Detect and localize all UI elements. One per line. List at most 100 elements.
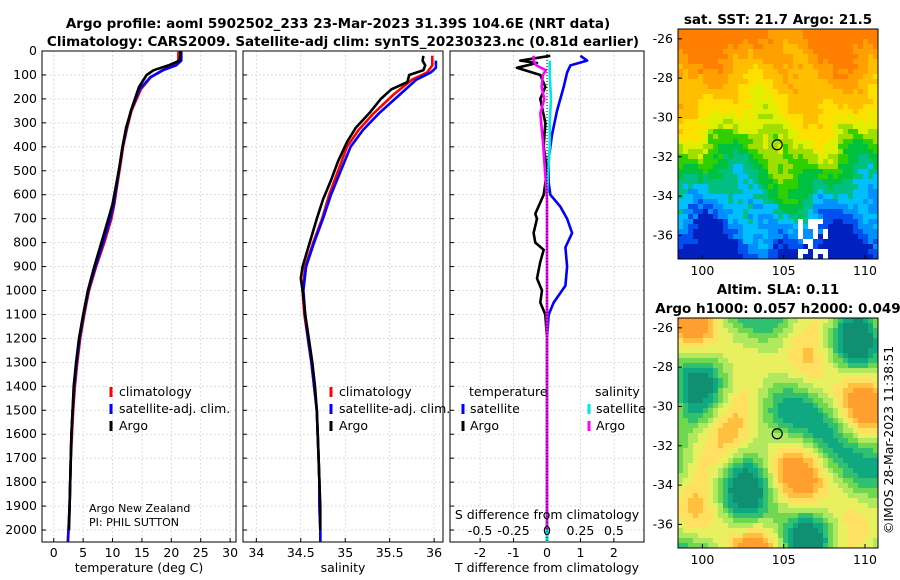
heatmap-cell — [718, 488, 724, 494]
heatmap-cell — [788, 333, 794, 339]
heatmap-cell — [763, 104, 769, 110]
heatmap-cell — [713, 363, 719, 369]
heatmap-cell — [803, 518, 809, 524]
heatmap-cell — [858, 229, 864, 235]
heatmap-cell — [773, 323, 779, 329]
heatmap-cell — [833, 69, 839, 75]
heatmap-cell — [783, 323, 789, 329]
heatmap-cell — [748, 59, 754, 65]
heatmap-cell — [818, 149, 824, 155]
heatmap-cell — [698, 49, 704, 55]
heatmap-cell — [768, 453, 774, 459]
heatmap-cell — [748, 64, 754, 70]
heatmap-cell — [773, 234, 779, 240]
heatmap-cell — [863, 528, 869, 534]
heatmap-cell — [873, 518, 878, 524]
heatmap-cell — [783, 383, 789, 389]
heatmap-cell — [763, 184, 769, 190]
heatmap-cell — [748, 109, 754, 115]
heatmap-cell — [743, 124, 749, 130]
heatmap-cell — [803, 249, 809, 255]
heatmap-cell — [693, 438, 699, 444]
heatmap-cell — [788, 393, 794, 399]
heatmap-cell — [843, 149, 849, 155]
heatmap-cell — [688, 239, 694, 245]
heatmap-cell — [873, 124, 878, 130]
heatmap-cell — [793, 114, 799, 120]
heatmap-cell — [753, 508, 759, 514]
heatmap-cell — [773, 84, 779, 90]
heatmap-cell — [778, 423, 784, 429]
heatmap-cell — [743, 49, 749, 55]
heatmap-cell — [788, 229, 794, 235]
heatmap-cell — [803, 119, 809, 125]
heatmap-cell — [758, 99, 764, 105]
heatmap-cell — [763, 229, 769, 235]
heatmap-cell — [868, 34, 874, 40]
heatmap-cell — [773, 69, 779, 75]
heatmap-cell — [693, 64, 699, 70]
heatmap-cell — [838, 478, 844, 484]
heatmap-cell — [793, 44, 799, 50]
heatmap-cell — [698, 249, 704, 255]
heatmap-cell — [728, 473, 734, 479]
heatmap-cell — [833, 503, 839, 509]
heatmap-cell — [778, 373, 784, 379]
heatmap-cell — [678, 463, 684, 469]
heatmap-cell — [763, 483, 769, 489]
heatmap-cell — [808, 388, 814, 394]
heatmap-cell — [678, 189, 684, 195]
heatmap-cell — [868, 159, 874, 165]
heatmap-cell — [688, 224, 694, 230]
heatmap-cell — [823, 323, 829, 329]
heatmap-cell — [753, 418, 759, 424]
heatmap-cell — [743, 104, 749, 110]
heatmap-cell — [683, 169, 689, 175]
heatmap-cell — [838, 498, 844, 504]
heatmap-cell — [713, 224, 719, 230]
heatmap-cell — [713, 418, 719, 424]
heatmap-cell — [768, 378, 774, 384]
heatmap-cell — [848, 239, 854, 245]
heatmap-cell — [708, 333, 714, 339]
heatmap-cell — [753, 343, 759, 349]
heatmap-cell — [818, 368, 824, 374]
heatmap-cell — [728, 224, 734, 230]
heatmap-cell — [808, 448, 814, 454]
heatmap-cell — [733, 318, 739, 324]
heatmap-cell — [868, 184, 874, 190]
heatmap-cell — [783, 518, 789, 524]
heatmap-cell — [818, 543, 824, 548]
heatmap-cell — [873, 144, 878, 150]
heatmap-cell — [738, 139, 744, 145]
heatmap-cell — [703, 508, 709, 514]
heatmap-cell — [678, 318, 684, 324]
heatmap-cell — [708, 164, 714, 170]
heatmap-cell — [853, 323, 859, 329]
y-tick-label: 300 — [13, 115, 37, 130]
heatmap-cell — [683, 164, 689, 170]
heatmap-cell — [778, 453, 784, 459]
heatmap-cell — [773, 54, 779, 60]
heatmap-cell — [738, 254, 744, 259]
heatmap-cell — [793, 199, 799, 205]
heatmap-cell — [688, 129, 694, 135]
heatmap-cell — [678, 169, 684, 175]
heatmap-cell — [743, 129, 749, 135]
heatmap-cell — [738, 513, 744, 519]
heatmap-cell — [853, 249, 859, 255]
heatmap-cell — [798, 39, 804, 45]
heatmap-cell — [788, 498, 794, 504]
heatmap-cell — [803, 239, 809, 245]
heatmap-cell — [753, 518, 759, 524]
heatmap-cell — [718, 134, 724, 140]
heatmap-cell — [863, 154, 869, 160]
heatmap-cell — [773, 94, 779, 100]
heatmap-cell — [833, 403, 839, 409]
heatmap-cell — [778, 468, 784, 474]
heatmap-cell — [793, 413, 799, 419]
heatmap-cell — [778, 159, 784, 165]
heatmap-cell — [758, 483, 764, 489]
heatmap-cell — [778, 348, 784, 354]
heatmap-cell — [753, 124, 759, 130]
